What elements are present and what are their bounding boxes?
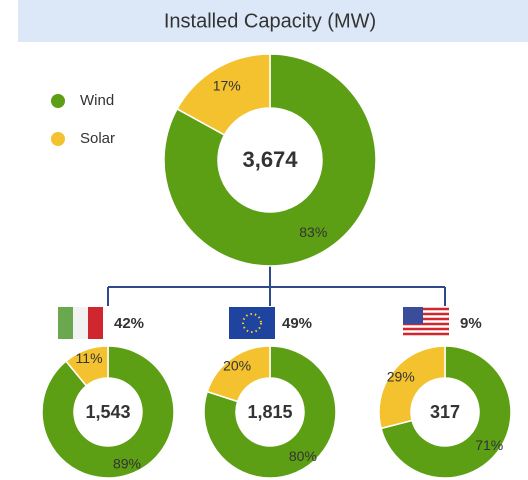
value-label: 11% [76, 350, 103, 366]
flag-eu [229, 307, 275, 339]
value-label: 20% [223, 357, 251, 373]
value-label: 89% [113, 455, 141, 471]
donut-hole [236, 378, 304, 446]
donut-hole [411, 378, 479, 446]
legend-label: Wind [80, 92, 114, 109]
legend-label: Solar [80, 130, 115, 147]
value-label: 80% [289, 448, 317, 464]
total-label: 3,674 [242, 147, 298, 172]
donut-hole [74, 378, 142, 446]
value-label: 17% [213, 78, 241, 94]
flag-us [403, 307, 449, 339]
legend-swatch [51, 94, 65, 108]
title: Installed Capacity (MW) [164, 10, 376, 32]
total-label: 317 [430, 402, 460, 422]
total-label: 1,543 [85, 402, 130, 422]
legend-swatch [51, 132, 65, 146]
share-label: 42% [114, 315, 144, 332]
title-bar [18, 0, 528, 42]
value-label: 83% [299, 224, 327, 240]
flag-italy [58, 307, 103, 339]
share-label: 49% [282, 315, 312, 332]
value-label: 71% [475, 437, 503, 453]
total-label: 1,815 [247, 402, 292, 422]
donut-hole [218, 108, 322, 212]
share-label: 9% [460, 315, 482, 332]
connector [107, 266, 446, 306]
value-label: 29% [387, 368, 415, 384]
